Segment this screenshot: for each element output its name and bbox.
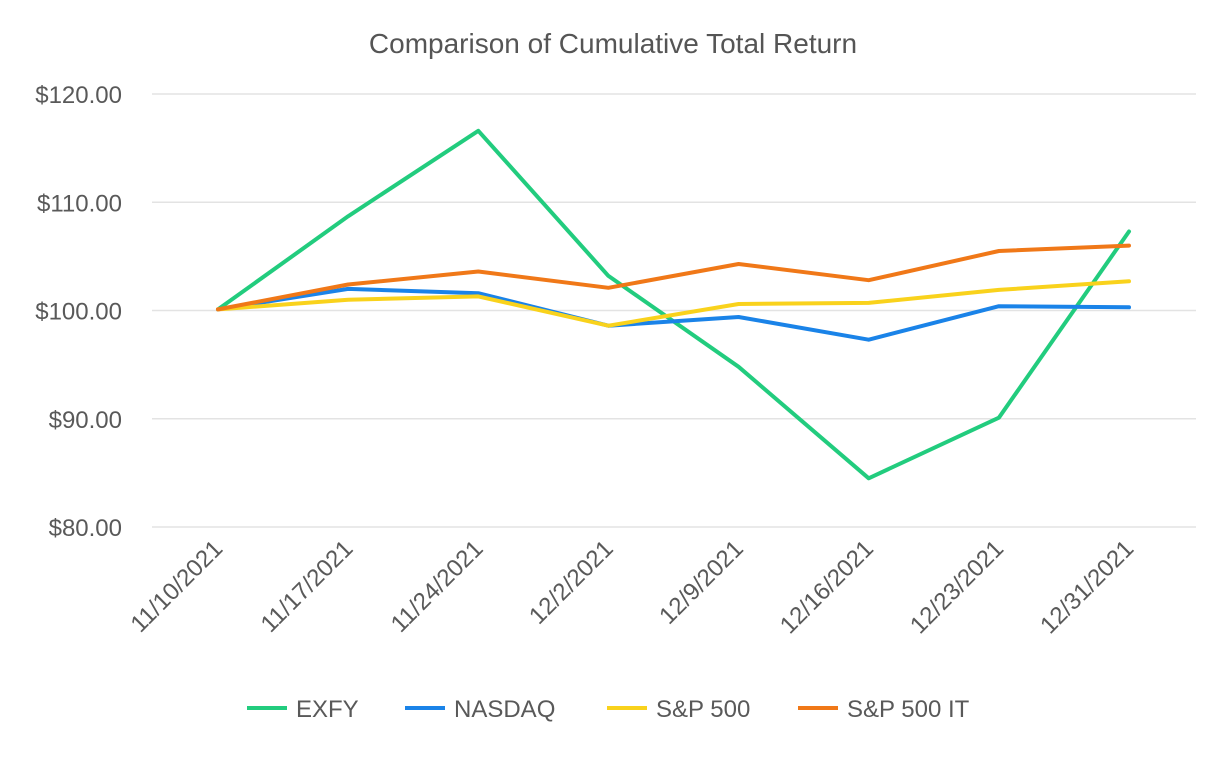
legend-label-exfy: EXFY [296, 696, 359, 723]
series-lines [216, 128, 1131, 481]
y-tick-label: $100.00 [35, 299, 122, 326]
y-axis-tick-labels: $80.00 $90.00 $100.00 $110.00 $120.00 [35, 82, 122, 542]
series-line-s-p-500 [216, 279, 1131, 328]
series-line-s-p-500-it [216, 243, 1131, 312]
x-tick-label: 11/17/2021 [256, 535, 359, 638]
legend-label-s-p-500-it: S&P 500 IT [847, 696, 970, 723]
x-tick-label: 11/10/2021 [125, 535, 228, 638]
chart-title: Comparison of Cumulative Total Return [369, 28, 857, 59]
series-line-exfy [216, 128, 1131, 481]
y-tick-label: $80.00 [49, 515, 122, 542]
x-tick-label: 11/24/2021 [386, 535, 489, 638]
x-tick-label: 12/31/2021 [1035, 535, 1139, 639]
x-tick-label: 12/9/2021 [654, 535, 749, 630]
x-tick-label: 12/16/2021 [775, 535, 879, 639]
legend-label-nasdaq: NASDAQ [454, 696, 555, 723]
x-tick-label: 12/2/2021 [524, 535, 619, 630]
y-tick-label: $120.00 [35, 82, 122, 109]
y-tick-label: $90.00 [49, 407, 122, 434]
gridlines [152, 93, 1196, 528]
series-line-nasdaq [216, 286, 1131, 342]
x-tick-label: 12/23/2021 [905, 535, 1009, 639]
legend-label-s-p-500: S&P 500 [656, 696, 750, 723]
legend: EXFY NASDAQ S&P 500 S&P 500 IT [247, 696, 970, 723]
x-axis-tick-labels: 11/10/2021 11/17/2021 11/24/2021 12/2/2021 1… [125, 535, 1139, 639]
y-tick-label: $110.00 [37, 190, 122, 217]
